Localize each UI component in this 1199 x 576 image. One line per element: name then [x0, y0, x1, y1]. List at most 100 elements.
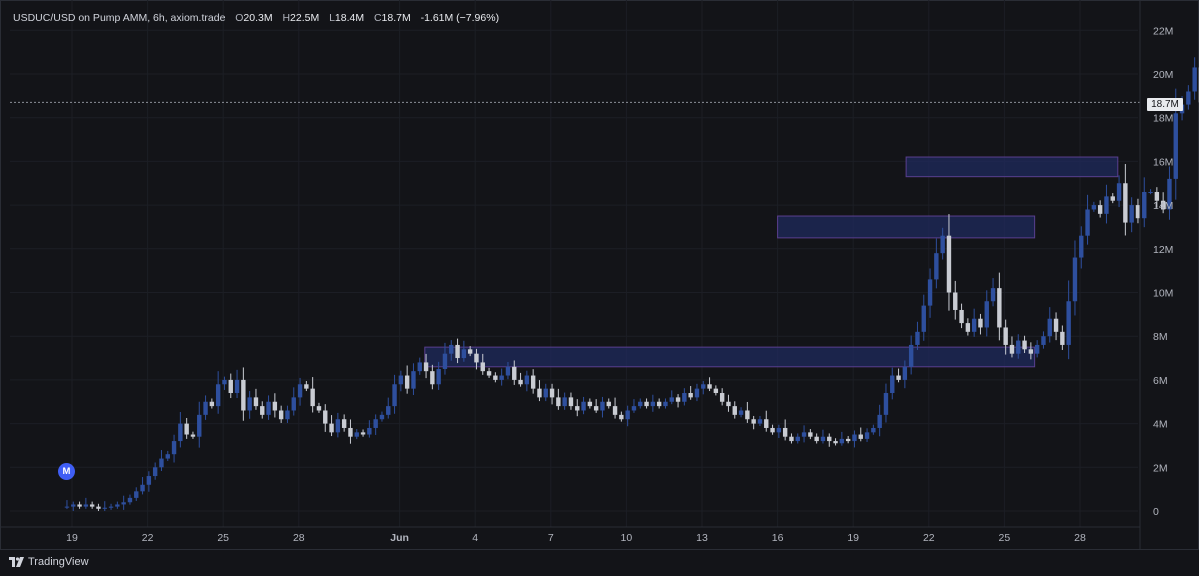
candle-body — [1066, 301, 1070, 345]
grid — [10, 0, 1140, 527]
x-tick-label: 28 — [1074, 532, 1086, 544]
candle-body — [455, 345, 459, 358]
x-tick-label: 7 — [548, 532, 554, 544]
candle-body — [178, 424, 182, 441]
candle-body — [355, 432, 359, 436]
candle-body — [430, 371, 434, 384]
candle-body — [569, 397, 573, 406]
candle-body — [764, 419, 768, 428]
legend-low-value: 18.4M — [335, 12, 364, 24]
candle-body — [367, 428, 371, 435]
candle-body — [947, 236, 951, 293]
y-tick-label: 20M — [1153, 69, 1173, 81]
legend-close-value: 18.7M — [382, 12, 411, 24]
candle-body — [922, 306, 926, 332]
candle-body — [273, 402, 277, 411]
support-zone — [906, 157, 1118, 177]
candle-body — [247, 397, 251, 410]
legend-high-value: 22.5M — [290, 12, 319, 24]
candle-body — [241, 380, 245, 411]
candle-body — [814, 437, 818, 441]
candle-body — [197, 415, 201, 437]
candle-body — [109, 507, 113, 508]
candle-body — [1092, 205, 1096, 209]
candle-body — [84, 504, 88, 506]
candles — [65, 19, 1199, 511]
candle-body — [153, 467, 157, 476]
candle-body — [821, 437, 825, 441]
candle-body — [644, 402, 648, 406]
y-tick-label: 6M — [1153, 375, 1168, 387]
candle-body — [348, 428, 352, 437]
candle-body — [436, 369, 440, 384]
candle-body — [411, 371, 415, 388]
x-tick-label: 25 — [999, 532, 1011, 544]
y-tick-label: 18M — [1153, 113, 1173, 125]
candle-body — [1060, 332, 1064, 345]
candle-body — [588, 402, 592, 406]
legend-change: -1.61M (−7.96%) — [421, 12, 500, 24]
candle-body — [140, 485, 144, 492]
candle-body — [298, 384, 302, 397]
y-tick-label: 16M — [1153, 156, 1173, 168]
zones — [425, 157, 1118, 367]
candle-body — [1035, 345, 1039, 354]
candle-body — [846, 439, 850, 441]
y-tick-label: 0 — [1153, 506, 1159, 518]
tradingview-icon — [9, 557, 24, 567]
candle-body — [959, 310, 963, 323]
candle-body — [1079, 236, 1083, 258]
x-tick-label: 25 — [217, 532, 229, 544]
candle-body — [770, 428, 774, 432]
candle-body — [203, 402, 207, 415]
candle-body — [556, 397, 560, 406]
candle-body — [1085, 209, 1089, 235]
candle-body — [909, 345, 913, 367]
candle-body — [172, 441, 176, 454]
candle-body — [361, 432, 365, 434]
candle-body — [720, 393, 724, 402]
candle-body — [418, 362, 422, 371]
candle-body — [462, 349, 466, 358]
candle-body — [625, 410, 629, 419]
candle-body — [380, 415, 384, 419]
candle-body — [1123, 183, 1127, 222]
candle-body — [978, 319, 982, 328]
candle-body — [638, 402, 642, 406]
candle-body — [1148, 192, 1152, 193]
candle-body — [972, 319, 976, 332]
event-marker[interactable]: M — [58, 463, 75, 480]
candle-body — [745, 410, 749, 419]
y-tick-label: 22M — [1153, 25, 1173, 37]
candle-body — [1142, 192, 1146, 218]
candle-body — [317, 406, 321, 410]
candle-body — [1054, 319, 1058, 332]
candle-body — [1029, 349, 1033, 353]
candle-body — [789, 437, 793, 441]
candle-body — [991, 288, 995, 301]
x-tick-label: 4 — [472, 532, 478, 544]
candle-body — [323, 410, 327, 423]
candle-body — [1022, 341, 1026, 350]
tradingview-logo[interactable]: TradingView — [9, 556, 89, 568]
candle-body — [600, 402, 604, 411]
candle-body — [493, 376, 497, 380]
candle-body — [751, 419, 755, 423]
candle-body — [1129, 205, 1133, 222]
candle-body — [329, 424, 333, 433]
candle-body — [304, 384, 308, 388]
candle-body — [562, 397, 566, 406]
candle-body — [481, 362, 485, 371]
candle-body — [940, 236, 944, 253]
support-zone — [778, 216, 1035, 238]
candle-body — [928, 279, 932, 305]
candle-body — [159, 459, 163, 468]
candle-body — [166, 454, 170, 458]
y-tick-label: 10M — [1153, 288, 1173, 300]
candle-body — [468, 349, 472, 353]
candle-body — [386, 406, 390, 415]
candle-body — [903, 367, 907, 380]
candle-body — [506, 367, 510, 376]
